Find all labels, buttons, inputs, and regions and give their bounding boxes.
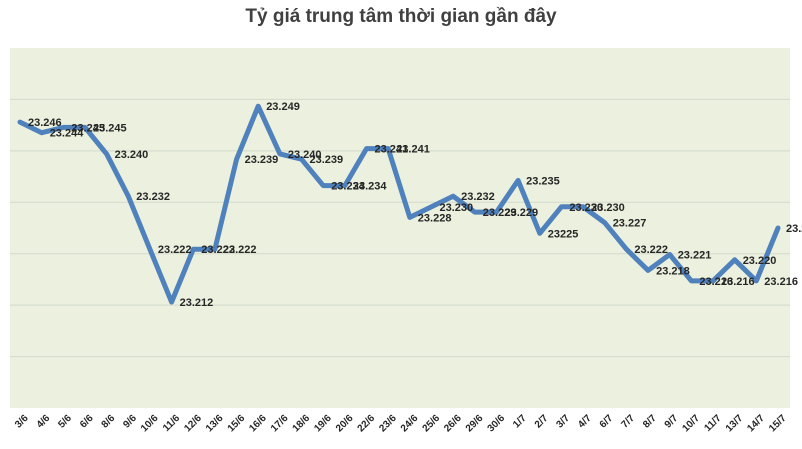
x-tick-label: 25/6 (421, 413, 443, 435)
x-tick-label: 1/7 (511, 413, 529, 431)
data-label: 23.229 (505, 207, 539, 219)
x-axis-ticks: 3/6 4/6 5/6 6/6 8/6 9/6 10/6 11/6 12/6 13/6 15/6 16… (13, 413, 789, 435)
x-tick-label: 13/6 (204, 413, 226, 435)
x-tick-label: 8/6 (100, 413, 118, 431)
data-label: 23.234 (331, 181, 366, 193)
x-tick-label: 17/6 (269, 413, 291, 435)
x-tick-label: 10/6 (139, 413, 161, 435)
data-label: 23.245 (71, 122, 105, 134)
x-tick-label: 22/6 (356, 413, 378, 435)
data-label: 23.222 (158, 244, 192, 256)
data-label: 23.226 (786, 223, 802, 235)
x-tick-label: 20/6 (334, 413, 356, 435)
x-tick-label: 2/7 (533, 413, 551, 431)
data-label: 23225 (548, 228, 579, 240)
data-label: 23.232 (461, 191, 495, 203)
data-label: 23.244 (50, 128, 85, 140)
data-label: 23.222 (201, 244, 235, 256)
data-label: 23.239 (310, 154, 344, 166)
x-tick-label: 11/6 (161, 413, 182, 434)
x-tick-label: 8/7 (641, 413, 659, 431)
data-label: 23.228 (418, 212, 452, 224)
x-tick-label: 11/7 (702, 413, 723, 434)
data-label: 23.241 (396, 144, 430, 156)
x-tick-label: 23/6 (377, 413, 399, 435)
data-label: 23.230 (440, 202, 474, 214)
data-label: 23.227 (613, 218, 647, 230)
gridlines (10, 98, 790, 358)
x-tick-label: 15/7 (767, 413, 789, 435)
x-tick-label: 26/6 (442, 413, 464, 435)
x-tick-label: 14/7 (745, 413, 767, 435)
series-line (17, 103, 781, 305)
x-tick-label: 12/6 (182, 413, 204, 435)
x-tick-label: 29/6 (464, 413, 486, 435)
data-label: 23.230 (569, 202, 603, 214)
data-label: 23.234 (353, 181, 388, 193)
data-label: 23.240 (288, 149, 322, 161)
x-tick-label: 7/7 (619, 413, 637, 431)
data-label: 23.239 (245, 154, 279, 166)
data-label: 23.216 (764, 276, 798, 288)
data-label: 23.232 (136, 191, 170, 203)
plot-area (10, 48, 790, 408)
data-label: 23.220 (743, 255, 777, 267)
data-label: 23.221 (678, 250, 712, 262)
x-tick-label: 16/6 (247, 413, 269, 435)
x-tick-label: 4/7 (576, 413, 594, 431)
x-tick-label: 24/6 (399, 413, 421, 435)
data-label: 23.222 (634, 244, 668, 256)
data-label: 23.212 (180, 297, 214, 309)
x-tick-label: 15/6 (226, 413, 248, 435)
x-tick-label: 30/6 (486, 413, 508, 435)
data-label: 23.229 (483, 207, 517, 219)
data-label: 23.245 (93, 122, 127, 134)
x-tick-label: 4/6 (35, 413, 53, 431)
chart-title: Tỷ giá trung tâm thời gian gần đây (245, 6, 557, 27)
data-labels: 23.24623.24423.24523.24523.24023.23223.2… (28, 101, 802, 309)
data-label: 23.240 (115, 149, 149, 161)
x-tick-label: 6/6 (78, 413, 96, 431)
data-label: 23.249 (266, 101, 300, 113)
x-tick-label: 6/7 (598, 413, 616, 431)
x-tick-label: 13/7 (724, 413, 746, 435)
data-label: 23.235 (526, 175, 560, 187)
data-label: 23.216 (699, 276, 733, 288)
x-tick-label: 5/6 (56, 413, 74, 431)
x-tick-label: 10/7 (681, 413, 703, 435)
x-tick-label: 19/6 (312, 413, 334, 435)
x-tick-label: 9/6 (121, 413, 139, 431)
x-tick-label: 18/6 (291, 413, 313, 435)
data-label: 23.230 (591, 202, 625, 214)
x-tick-label: 3/6 (13, 413, 31, 431)
x-tick-label: 9/7 (663, 413, 681, 431)
x-tick-label: 3/7 (554, 413, 572, 431)
data-label: 23.216 (721, 276, 755, 288)
data-label: 23.222 (223, 244, 257, 256)
data-label: 23.246 (28, 117, 62, 129)
data-label: 23.241 (375, 144, 409, 156)
data-label: 23.218 (656, 265, 690, 277)
